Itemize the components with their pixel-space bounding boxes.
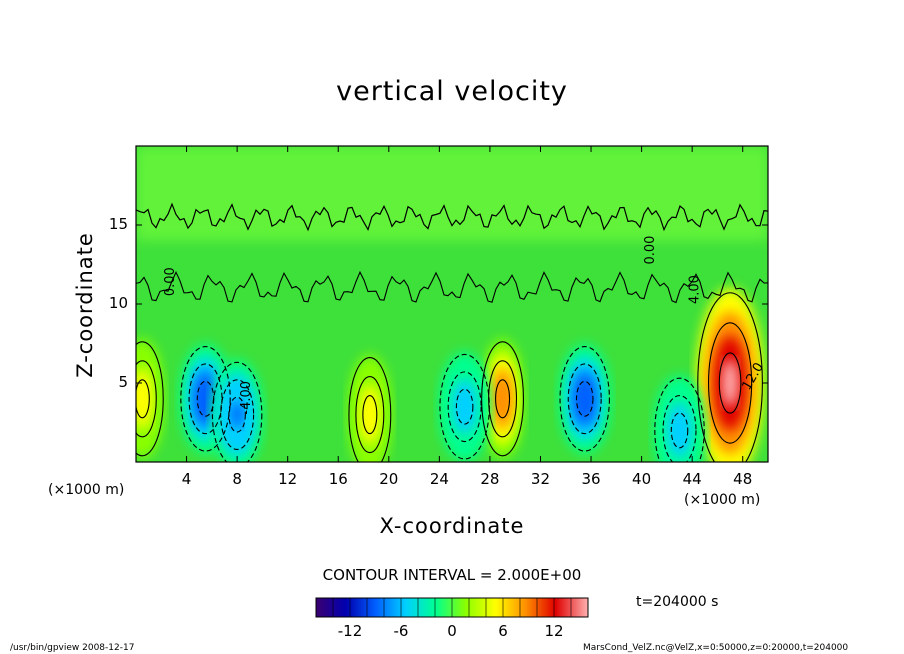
downdraft-fill bbox=[458, 392, 472, 421]
downdraft-contour bbox=[670, 412, 689, 449]
updraft-contour bbox=[362, 395, 378, 435]
updraft-fill bbox=[721, 359, 739, 407]
colorbar-tick-label: 12 bbox=[544, 622, 564, 640]
y-axis-label: Z-coordinate bbox=[73, 232, 97, 378]
x-tick-label: 40 bbox=[632, 470, 652, 488]
updraft-contour bbox=[495, 379, 511, 419]
downdraft-contour bbox=[211, 361, 263, 462]
field-blobs bbox=[136, 146, 768, 462]
x-tick-label: 48 bbox=[733, 470, 753, 488]
colorbar-tick-label: -6 bbox=[393, 622, 409, 640]
contour-interval: CONTOUR INTERVAL = 2.000E+00 bbox=[322, 566, 582, 584]
x-tick-label: 12 bbox=[278, 470, 298, 488]
colorbar-tick-marks bbox=[315, 598, 589, 617]
x-tick-label: 24 bbox=[429, 470, 449, 488]
zero-contour bbox=[136, 202, 768, 232]
updraft-contour bbox=[718, 352, 742, 414]
downdraft-contour bbox=[575, 380, 594, 417]
x-tick-label: 8 bbox=[232, 470, 242, 488]
colorbar-tick-label: 6 bbox=[498, 622, 508, 640]
downdraft-fill bbox=[230, 400, 244, 429]
contour-value-label: 0.00 bbox=[643, 236, 658, 265]
downdraft-contour bbox=[220, 379, 255, 450]
downdraft-contour bbox=[439, 353, 490, 460]
updraft-fill bbox=[136, 383, 148, 414]
x-tick-label: 28 bbox=[480, 470, 500, 488]
downdraft-contour bbox=[567, 363, 602, 435]
downdraft-contour bbox=[455, 388, 474, 425]
updraft-fill bbox=[497, 383, 509, 414]
x-tick-label: 36 bbox=[581, 470, 601, 488]
colorbar-tick-label: 0 bbox=[447, 622, 457, 640]
y-tick-label: 15 bbox=[108, 215, 128, 233]
updraft-contour bbox=[348, 357, 392, 462]
x-tick-label: 20 bbox=[379, 470, 399, 488]
y-tick-label: 10 bbox=[108, 294, 128, 312]
x-tick-label: 4 bbox=[181, 470, 192, 488]
downdraft-contour bbox=[654, 377, 705, 462]
zero-contour bbox=[136, 270, 768, 304]
downdraft-fill bbox=[578, 385, 592, 413]
x-tick-label: 16 bbox=[328, 470, 348, 488]
footer-right: MarsCond_VelZ.nc@VelZ,x=0:50000,z=0:2000… bbox=[583, 643, 849, 653]
downdraft-contour bbox=[180, 345, 231, 452]
chart-title: vertical velocity bbox=[336, 76, 568, 107]
colorbar-tick-label: -12 bbox=[337, 622, 363, 640]
contour-value-label: 4.00 bbox=[687, 275, 702, 304]
x-tick-label: 44 bbox=[682, 470, 702, 488]
downdraft-contour bbox=[228, 396, 246, 433]
downdraft-fill bbox=[673, 416, 687, 445]
x-unit-right: (×1000 m) bbox=[684, 492, 761, 508]
y-tick-label: 5 bbox=[118, 373, 128, 391]
x-unit-left: (×1000 m) bbox=[48, 482, 125, 498]
updraft-contour bbox=[136, 341, 164, 457]
downdraft-contour bbox=[559, 345, 610, 452]
downdraft-contour bbox=[447, 371, 482, 443]
x-axis-label: X-coordinate bbox=[379, 514, 525, 538]
time-label: t=204000 s bbox=[636, 594, 719, 610]
updraft-contour bbox=[355, 376, 385, 454]
downdraft-contour bbox=[662, 395, 697, 462]
updraft-contour bbox=[707, 322, 753, 444]
updraft-contour bbox=[481, 341, 525, 457]
contour-value-label: -4.00 bbox=[239, 381, 254, 415]
footer-left: /usr/bin/gpview 2008-12-17 bbox=[10, 643, 135, 653]
x-tick-label: 32 bbox=[530, 470, 551, 488]
updraft-contour bbox=[136, 379, 150, 419]
y-tick-marks bbox=[136, 224, 768, 384]
downdraft-fill bbox=[199, 385, 213, 413]
x-tick-marks bbox=[186, 146, 744, 462]
contour-value-label: 0.00 bbox=[163, 267, 178, 296]
updraft-fill bbox=[364, 399, 376, 430]
updraft-contour bbox=[136, 360, 157, 438]
